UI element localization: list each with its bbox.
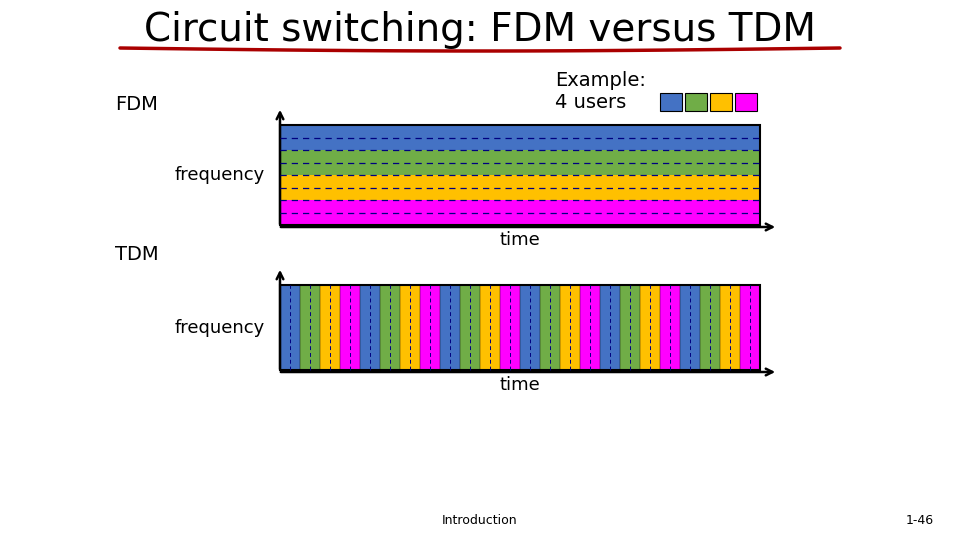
Text: Circuit switching: FDM versus TDM: Circuit switching: FDM versus TDM xyxy=(144,11,816,49)
Bar xyxy=(500,285,520,370)
Bar xyxy=(735,93,757,111)
Bar xyxy=(340,285,360,370)
Bar xyxy=(640,285,660,370)
Text: 1-46: 1-46 xyxy=(906,514,934,526)
Text: Example:: Example: xyxy=(555,71,646,90)
Bar xyxy=(480,285,500,370)
Bar xyxy=(710,93,732,111)
Bar xyxy=(300,285,320,370)
Bar xyxy=(720,285,740,370)
Bar xyxy=(360,285,380,370)
Text: 4 users: 4 users xyxy=(555,92,626,111)
Bar xyxy=(460,285,480,370)
Bar xyxy=(700,285,720,370)
Bar xyxy=(520,285,540,370)
Bar xyxy=(740,285,760,370)
Text: FDM: FDM xyxy=(115,96,157,114)
Bar xyxy=(280,125,760,150)
Bar xyxy=(420,285,440,370)
Bar xyxy=(660,285,680,370)
Bar xyxy=(280,285,300,370)
Text: time: time xyxy=(499,376,540,394)
Bar xyxy=(685,93,707,111)
Text: frequency: frequency xyxy=(175,319,265,337)
Bar xyxy=(560,285,580,370)
Text: Introduction: Introduction xyxy=(443,514,517,526)
Bar xyxy=(400,285,420,370)
Bar xyxy=(680,285,700,370)
Bar xyxy=(280,285,760,370)
Bar xyxy=(580,285,600,370)
Bar xyxy=(380,285,400,370)
Bar xyxy=(280,200,760,225)
Bar xyxy=(440,285,460,370)
Bar xyxy=(320,285,340,370)
Bar xyxy=(540,285,560,370)
Text: frequency: frequency xyxy=(175,166,265,184)
Bar xyxy=(280,150,760,175)
Bar xyxy=(280,175,760,200)
Bar xyxy=(600,285,620,370)
Text: time: time xyxy=(499,231,540,249)
Text: TDM: TDM xyxy=(115,246,158,265)
Bar xyxy=(660,93,682,111)
Bar xyxy=(280,125,760,225)
Bar xyxy=(620,285,640,370)
